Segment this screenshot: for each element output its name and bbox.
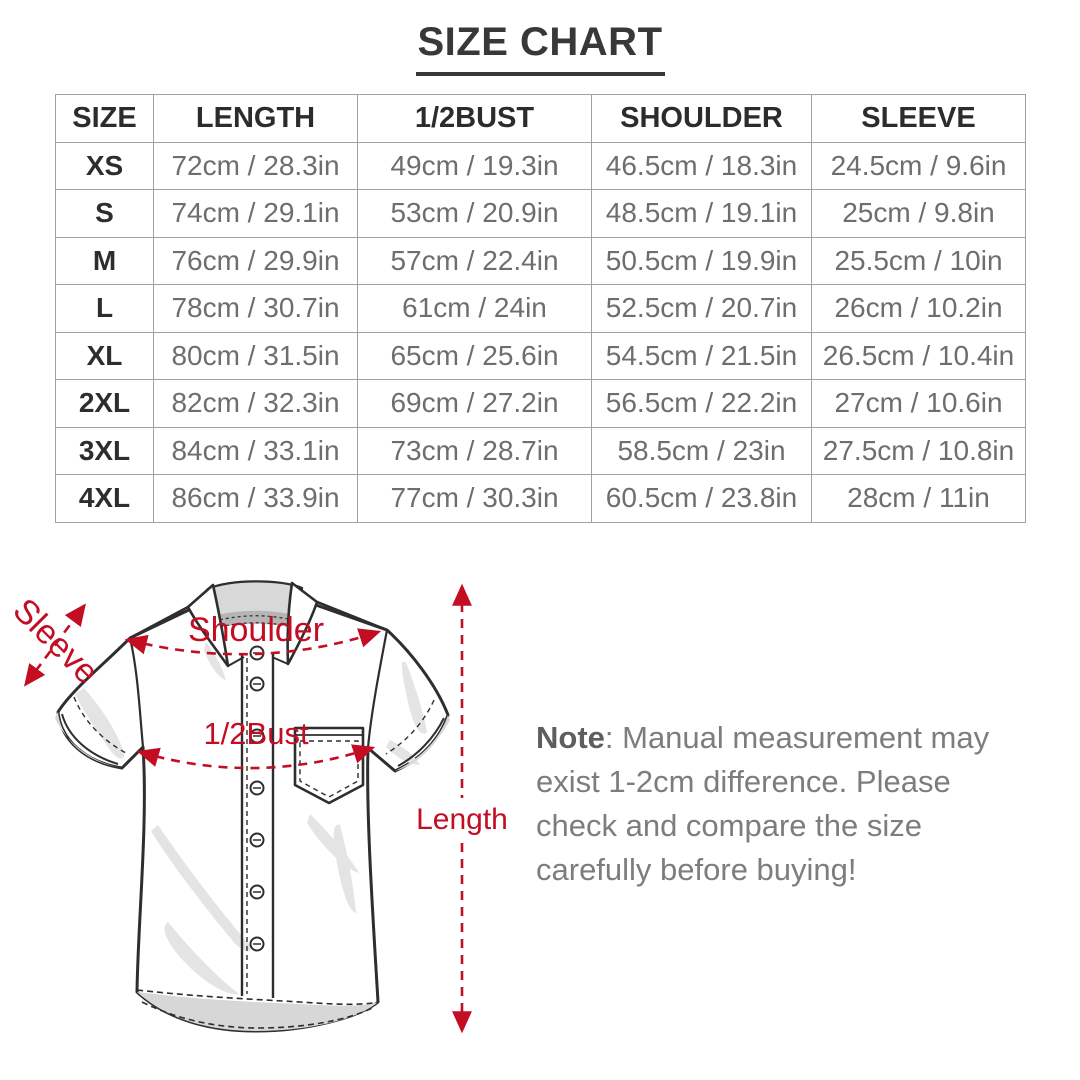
page-title: SIZE CHART xyxy=(415,20,665,76)
measurement-cell: 52.5cm / 20.7in xyxy=(591,284,812,333)
measurement-cell: 74cm / 29.1in xyxy=(153,189,358,238)
measurement-cell: 49cm / 19.3in xyxy=(357,141,592,190)
length-label-backing xyxy=(414,798,511,838)
measurement-cell: 27cm / 10.6in xyxy=(811,379,1026,428)
measurement-cell: 73cm / 28.7in xyxy=(357,426,592,475)
note-line: check and compare the size xyxy=(536,808,922,843)
table-row: XL 80cm / 31.5in 65cm / 25.6in 54.5cm / 21.… xyxy=(55,331,1026,380)
measurement-cell: 61cm / 24in xyxy=(357,284,592,333)
note-text: Note: Manual measurement may exist 1-2cm… xyxy=(536,716,1056,892)
measurement-cell: 25.5cm / 10in xyxy=(811,236,1026,285)
table-row: M 76cm / 29.9in 57cm / 22.4in 50.5cm / 19.9… xyxy=(55,236,1026,285)
shirt-diagram: Sleeve Shoulder 1/2Bust Length xyxy=(10,580,511,1034)
note-label: Note xyxy=(536,720,605,755)
size-cell: S xyxy=(55,189,154,238)
measurement-annotations xyxy=(24,583,472,1034)
measurement-cell: 58.5cm / 23in xyxy=(591,426,812,475)
sleeve-arrow xyxy=(24,603,86,687)
measurement-cell: 60.5cm / 23.8in xyxy=(591,474,812,523)
measurement-cell: 26.5cm / 10.4in xyxy=(811,331,1026,380)
measurement-cell: 84cm / 33.1in xyxy=(153,426,358,475)
column-header-size: SIZE xyxy=(55,94,154,143)
size-cell: 3XL xyxy=(55,426,154,475)
measurement-cell: 46.5cm / 18.3in xyxy=(591,141,812,190)
measurement-cell: 80cm / 31.5in xyxy=(153,331,358,380)
shoulder-arrow xyxy=(124,628,382,656)
measurement-cell: 25cm / 9.8in xyxy=(811,189,1026,238)
table-row: L 78cm / 30.7in 61cm / 24in 52.5cm / 20.7in… xyxy=(55,284,1026,333)
table-row: XS 72cm / 28.3in 49cm / 19.3in 46.5cm / 18.… xyxy=(55,141,1026,190)
note-line: exist 1-2cm difference. Please xyxy=(536,764,951,799)
measurement-cell: 57cm / 22.4in xyxy=(357,236,592,285)
measurement-cell: 76cm / 29.9in xyxy=(153,236,358,285)
measurement-cell: 48.5cm / 19.1in xyxy=(591,189,812,238)
size-table: SIZE LENGTH 1/2BUST SHOULDER SLEEVE XS 72… xyxy=(55,94,1026,523)
measurement-cell: 82cm / 32.3in xyxy=(153,379,358,428)
size-cell: 4XL xyxy=(55,474,154,523)
measurement-cell: 24.5cm / 9.6in xyxy=(811,141,1026,190)
wrinkle-shading xyxy=(75,642,427,995)
size-cell: XL xyxy=(55,331,154,380)
size-cell: XS xyxy=(55,141,154,190)
column-header-halfbust: 1/2BUST xyxy=(357,94,592,143)
measurement-cell: 53cm / 20.9in xyxy=(357,189,592,238)
note-line-text: : Manual measurement may xyxy=(604,720,990,755)
measurement-cell: 78cm / 30.7in xyxy=(153,284,358,333)
size-cell: L xyxy=(55,284,154,333)
note-line: Note: Manual measurement may xyxy=(536,716,1056,760)
measurement-cell: 77cm / 30.3in xyxy=(357,474,592,523)
sleeve-label: Sleeve xyxy=(10,591,106,691)
column-header-length: LENGTH xyxy=(153,94,358,143)
size-cell: 2XL xyxy=(55,379,154,428)
table-row: S 74cm / 29.1in 53cm / 20.9in 48.5cm / 19.1… xyxy=(55,189,1026,238)
table-row: 2XL 82cm / 32.3in 69cm / 27.2in 56.5cm / 22… xyxy=(55,379,1026,428)
table-header-row: SIZE LENGTH 1/2BUST SHOULDER SLEEVE xyxy=(55,94,1026,143)
shoulder-label: Shoulder xyxy=(188,611,324,649)
bust-label: 1/2Bust xyxy=(203,716,309,751)
measurement-cell: 72cm / 28.3in xyxy=(153,141,358,190)
note-line: carefully before buying! xyxy=(536,852,857,887)
column-header-shoulder: SHOULDER xyxy=(591,94,812,143)
length-label: Length xyxy=(416,803,508,836)
measurement-cell: 54.5cm / 21.5in xyxy=(591,331,812,380)
measurement-cell: 28cm / 11in xyxy=(811,474,1026,523)
bust-arrow xyxy=(136,744,376,770)
size-cell: M xyxy=(55,236,154,285)
measurement-cell: 27.5cm / 10.8in xyxy=(811,426,1026,475)
table-row: 4XL 86cm / 33.9in 77cm / 30.3in 60.5cm / 23… xyxy=(55,474,1026,523)
measurement-cell: 69cm / 27.2in xyxy=(357,379,592,428)
column-header-sleeve: SLEEVE xyxy=(811,94,1026,143)
measurement-cell: 50.5cm / 19.9in xyxy=(591,236,812,285)
title-bar: SIZE CHART xyxy=(0,0,1080,76)
measurement-cell: 86cm / 33.9in xyxy=(153,474,358,523)
table-row: 3XL 84cm / 33.1in 73cm / 28.7in 58.5cm / 23… xyxy=(55,426,1026,475)
measurement-cell: 26cm / 10.2in xyxy=(811,284,1026,333)
size-table-body: XS 72cm / 28.3in 49cm / 19.3in 46.5cm / 18.… xyxy=(55,141,1026,523)
measurement-cell: 65cm / 25.6in xyxy=(357,331,592,380)
measurement-cell: 56.5cm / 22.2in xyxy=(591,379,812,428)
